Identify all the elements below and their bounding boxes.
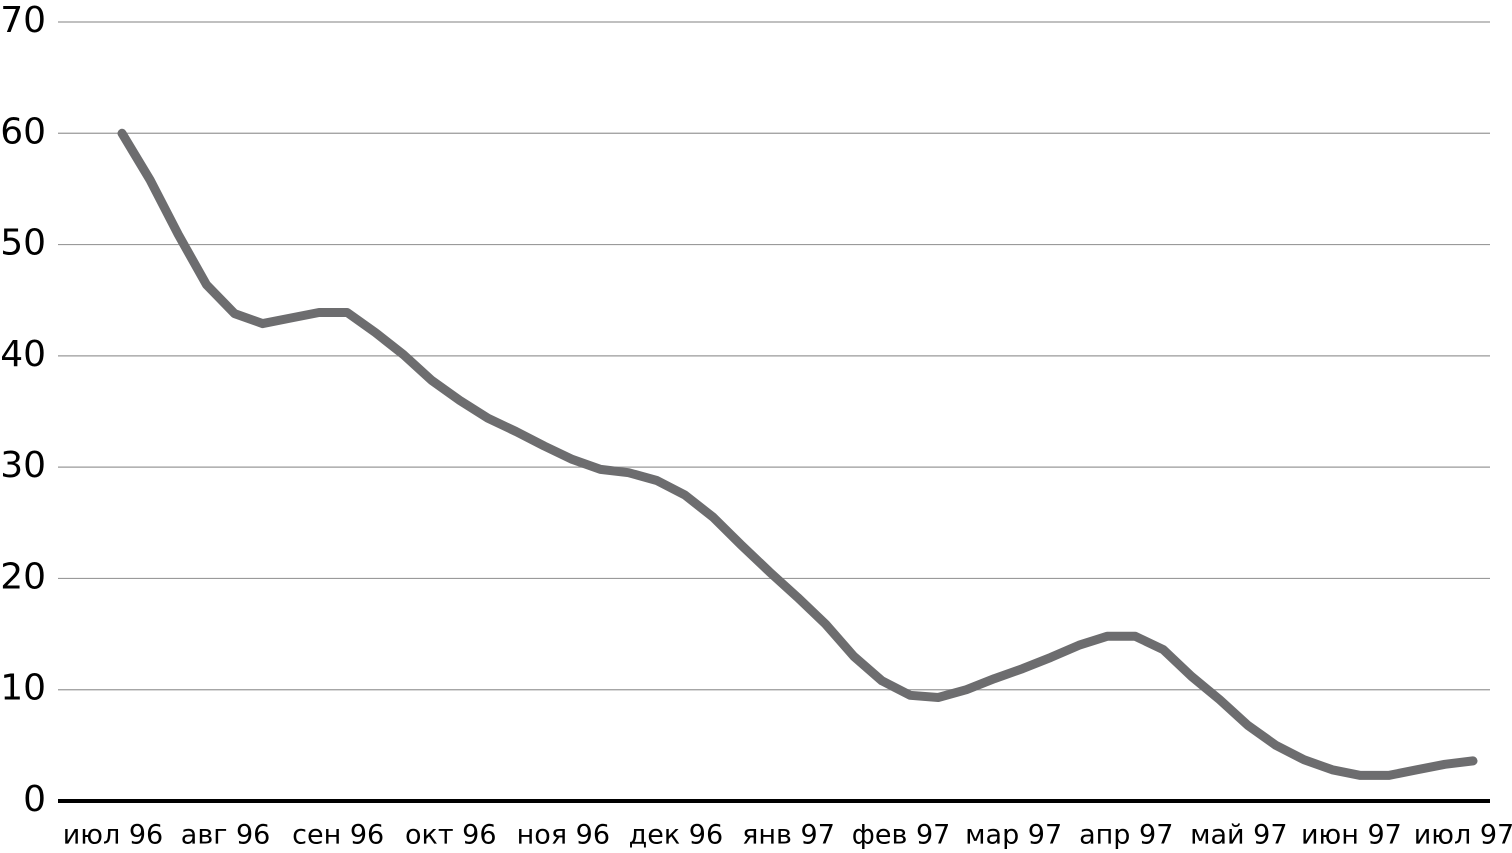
x-tick-label: окт 96 [405,820,497,851]
y-tick-label: 20 [0,556,46,597]
y-tick-label: 0 [23,779,46,820]
x-tick-label: мар 97 [965,820,1062,851]
x-tick-label: июн 97 [1301,820,1402,851]
x-tick-label: сен 96 [292,820,384,851]
y-tick-label: 50 [0,223,46,264]
x-tick-label: янв 97 [742,820,835,851]
x-tick-label: июл 96 [63,820,163,851]
y-tick-label: 10 [0,668,46,709]
data-line [117,128,1478,780]
x-tick-label: апр 97 [1079,820,1173,851]
y-tick-label: 40 [0,334,46,375]
y-tick-label: 30 [0,445,46,486]
x-tick-label: июл 97 [1414,820,1512,851]
x-tick-label: авг 96 [181,820,271,851]
x-tick-label: фев 97 [852,820,951,851]
x-tick-label: дек 96 [629,820,724,851]
x-tick-label: май 97 [1190,820,1287,851]
y-tick-label: 70 [0,0,46,41]
y-tick-label: 60 [0,111,46,152]
x-tick-label: ноя 96 [517,820,610,851]
